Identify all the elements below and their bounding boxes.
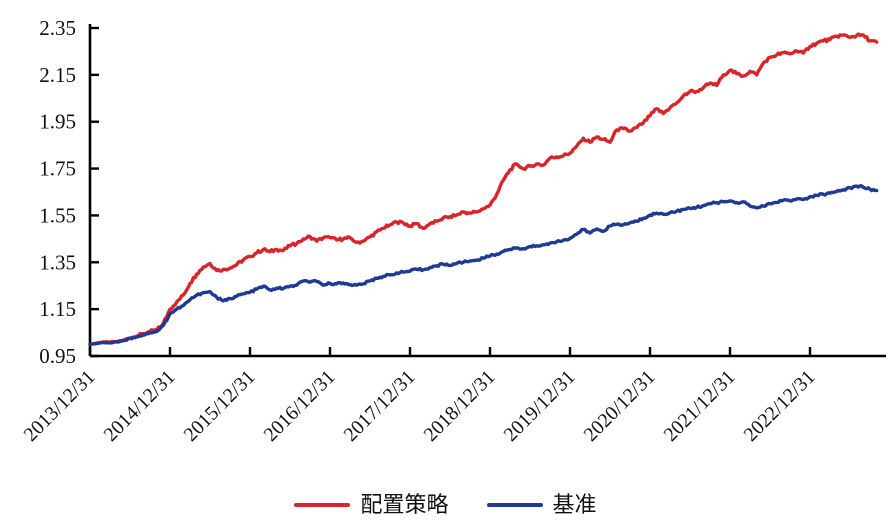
x-tick-label: 2021/12/31 — [660, 366, 740, 446]
x-tick-label: 2014/12/31 — [100, 366, 180, 446]
y-tick-label: 1.35 — [39, 250, 76, 274]
x-tick-label: 2020/12/31 — [580, 366, 660, 446]
y-tick-label: 1.75 — [39, 157, 76, 181]
legend-item-benchmark: 基准 — [486, 492, 597, 517]
benchmark-legend-label: 基准 — [552, 492, 597, 517]
y-tick-label: 1.15 — [39, 297, 76, 321]
x-tick-label: 2016/12/31 — [260, 366, 340, 446]
strategy-legend-label: 配置策略 — [360, 492, 449, 517]
x-tick-label: 2017/12/31 — [340, 366, 420, 446]
x-tick-label: 2018/12/31 — [420, 366, 500, 446]
y-tick-label: 2.35 — [39, 16, 76, 40]
y-tick-label: 1.95 — [39, 110, 76, 134]
legend-item-strategy: 配置策略 — [294, 492, 449, 517]
y-tick-label: 1.55 — [39, 203, 76, 227]
benchmark-series-line — [88, 184, 879, 346]
strategy-line-swatch — [294, 503, 351, 507]
strategy-series-line — [88, 32, 879, 346]
chart-legend: 配置策略 基准 — [0, 494, 891, 516]
chart-canvas: 0.95 1.15 1.35 1.55 1.75 1.95 2.15 2.35 2013/12/… — [20, 16, 886, 446]
y-tick-label: 2.15 — [39, 63, 76, 87]
x-tick-label: 2015/12/31 — [180, 366, 260, 446]
x-tick-label: 2022/12/31 — [740, 366, 820, 446]
x-tick-label: 2013/12/31 — [20, 366, 100, 446]
y-tick-label: 0.95 — [39, 344, 76, 368]
benchmark-line-swatch — [486, 503, 543, 507]
x-tick-label: 2019/12/31 — [500, 366, 580, 446]
